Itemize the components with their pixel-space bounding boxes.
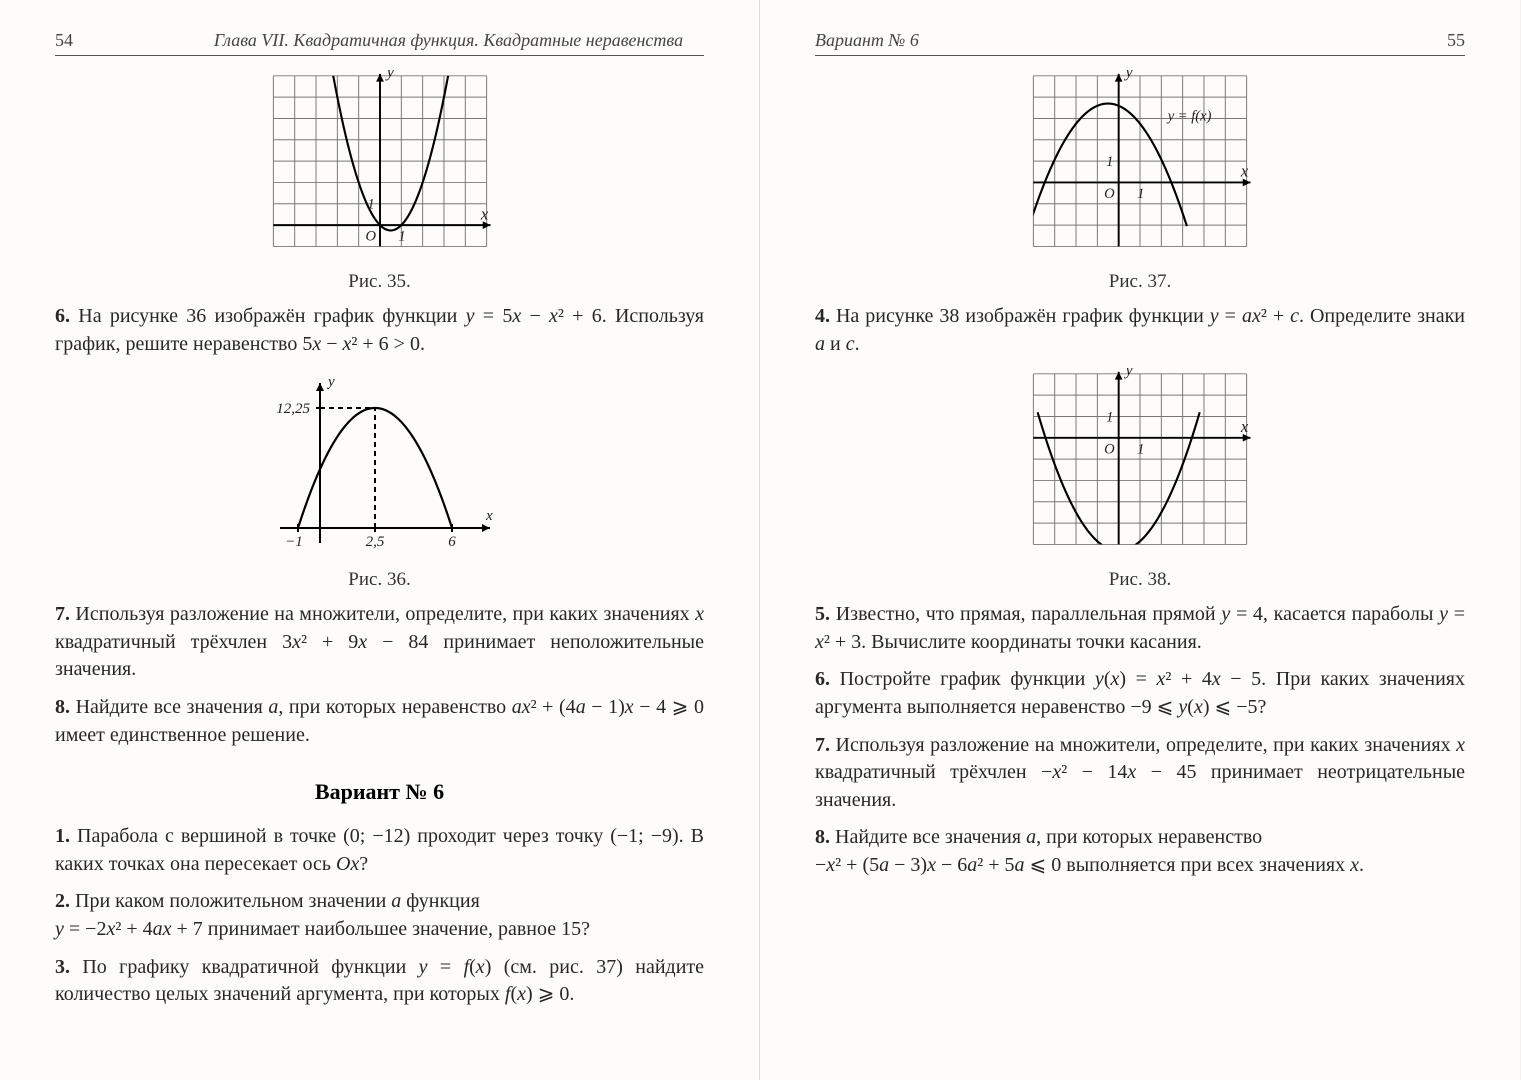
page-number-55: 55 bbox=[1447, 30, 1465, 51]
problem-6: 6. На рисунке 36 изображён график функци… bbox=[55, 303, 704, 358]
fig36-svg: −1 2,5 6 12,25 y x bbox=[250, 368, 510, 558]
svg-text:12,25: 12,25 bbox=[276, 401, 310, 417]
page-left: 54 Глава VII. Квадратичная функция. Квад… bbox=[0, 0, 760, 1080]
svg-text:O: O bbox=[1104, 441, 1115, 457]
problem-4: 4. На рисунке 38 изображён график функци… bbox=[815, 303, 1465, 358]
svg-text:y: y bbox=[384, 70, 394, 81]
problem-7: 7. Используя разложение на множители, оп… bbox=[55, 601, 704, 684]
book-spread: 54 Глава VII. Квадратичная функция. Квад… bbox=[0, 0, 1521, 1080]
svg-text:y: y bbox=[326, 374, 335, 390]
chapter-title: Глава VII. Квадратичная функция. Квадрат… bbox=[193, 30, 704, 51]
svg-text:1: 1 bbox=[1137, 441, 1144, 457]
page-number-54: 54 bbox=[55, 30, 73, 51]
variant-problem-1: 1. Парабола с вершиной в точке (0; −12) … bbox=[55, 823, 704, 878]
svg-text:y: y bbox=[1123, 70, 1133, 81]
svg-text:1: 1 bbox=[1106, 154, 1113, 170]
fig37-caption: Рис. 37. bbox=[815, 271, 1465, 293]
problem-5r: 5. Известно, что прямая, параллельная пр… bbox=[815, 601, 1465, 656]
fig37-svg: O 1 1 y x y = f(x) bbox=[1020, 70, 1260, 260]
svg-text:−1: −1 bbox=[285, 534, 303, 550]
problem-8: 8. Найдите все значения a, при которых н… bbox=[55, 694, 704, 749]
svg-text:y = f(x): y = f(x) bbox=[1166, 109, 1212, 125]
variant-problem-2: 2. При каком положительном значении a фу… bbox=[55, 888, 704, 943]
svg-text:1: 1 bbox=[398, 229, 405, 245]
svg-text:x: x bbox=[479, 204, 488, 223]
figure-36: −1 2,5 6 12,25 y x Рис. 36. bbox=[55, 368, 704, 591]
fig38-svg: O 1 1 y x bbox=[1020, 368, 1260, 558]
variant-problem-3: 3. По графику квадратичной функции y = f… bbox=[55, 954, 704, 1009]
svg-text:1: 1 bbox=[1137, 186, 1144, 202]
problem-7r: 7. Используя разложение на множители, оп… bbox=[815, 732, 1465, 815]
svg-text:1: 1 bbox=[1106, 410, 1113, 426]
svg-text:y: y bbox=[1123, 368, 1133, 379]
header-left: 54 Глава VII. Квадратичная функция. Квад… bbox=[55, 30, 704, 56]
fig38-caption: Рис. 38. bbox=[815, 569, 1465, 591]
fig35-svg: O 1 1 y x bbox=[260, 70, 500, 260]
variant-heading: Вариант № 6 bbox=[55, 779, 704, 805]
fig35-caption: Рис. 35. bbox=[55, 271, 704, 293]
svg-text:x: x bbox=[1240, 417, 1249, 436]
svg-text:x: x bbox=[485, 508, 493, 524]
variant-header: Вариант № 6 bbox=[815, 30, 919, 51]
svg-text:O: O bbox=[1104, 186, 1115, 202]
header-right: Вариант № 6 55 bbox=[815, 30, 1465, 56]
svg-text:x: x bbox=[1240, 162, 1249, 181]
figure-38: O 1 1 y x Рис. 38. bbox=[815, 368, 1465, 591]
figure-35: O 1 1 y x Рис. 35. bbox=[55, 70, 704, 293]
page-right: Вариант № 6 55 O 1 1 y x y = f(x) Рис. 37. 4.… bbox=[760, 0, 1520, 1080]
figure-37: O 1 1 y x y = f(x) Рис. 37. bbox=[815, 70, 1465, 293]
svg-text:6: 6 bbox=[448, 534, 456, 550]
svg-text:2,5: 2,5 bbox=[365, 534, 384, 550]
fig36-caption: Рис. 36. bbox=[55, 569, 704, 591]
problem-8r: 8. Найдите все значения a, при которых н… bbox=[815, 824, 1465, 879]
svg-text:1: 1 bbox=[367, 197, 374, 213]
svg-text:O: O bbox=[365, 229, 376, 245]
problem-6r: 6. Постройте график функции y(x) = x² + … bbox=[815, 666, 1465, 721]
